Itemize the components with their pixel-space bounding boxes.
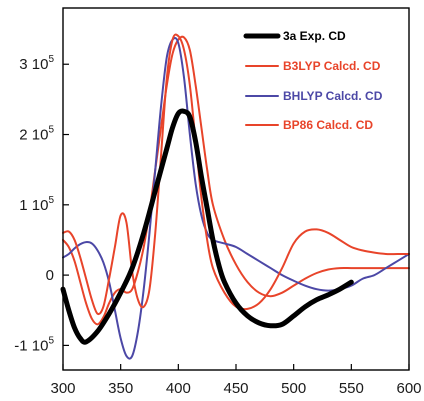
y-tick-label: 1 105 (19, 195, 54, 214)
x-tick-label: 550 (339, 380, 364, 397)
y-tick-label: 2 105 (19, 125, 54, 144)
x-tick-label: 500 (281, 380, 306, 397)
legend-label: 3a Exp. CD (283, 29, 346, 43)
series-line-3 (62, 33, 410, 316)
x-tick-label: 350 (108, 380, 133, 397)
legend-label: B3LYP Calcd. CD (283, 59, 381, 73)
legend-label: BHLYP Calcd. CD (283, 89, 383, 103)
series-line-0 (60, 108, 354, 345)
x-tick-label: 600 (396, 380, 421, 397)
legend: 3a Exp. CD B3LYP Calcd. CD BHLYP Calcd. CD… (243, 29, 383, 132)
y-tick-label: 0 (46, 267, 54, 284)
series-line-2 (62, 37, 410, 360)
y-tick-label: -1 105 (14, 335, 54, 354)
x-tick-label: 300 (50, 380, 75, 397)
x-tick-label: 400 (166, 380, 191, 397)
tick-layer: 300 350 400 450 500 550 600 -1 105 0 1 105 2 105 3 … (14, 54, 421, 397)
legend-label: BP86 Calcd. CD (283, 118, 373, 132)
y-tick-label: 3 105 (19, 54, 54, 73)
series-layer (60, 33, 410, 360)
x-tick-label: 450 (223, 380, 248, 397)
series-line-1 (62, 35, 410, 326)
